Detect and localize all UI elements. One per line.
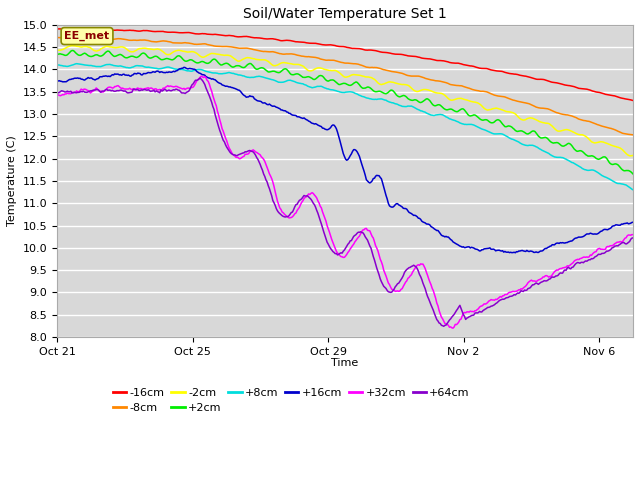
- +32cm: [527, 277, 535, 283]
- Line: +32cm: +32cm: [57, 76, 633, 328]
- +64cm: [332, 251, 339, 256]
- +8cm: [53, 62, 61, 68]
- -2cm: [629, 153, 637, 158]
- +32cm: [618, 239, 625, 245]
- X-axis label: Time: Time: [332, 358, 358, 368]
- +8cm: [328, 87, 335, 93]
- -16cm: [527, 74, 534, 80]
- +2cm: [332, 79, 339, 84]
- +16cm: [397, 204, 405, 209]
- +16cm: [180, 64, 188, 70]
- -2cm: [53, 47, 61, 53]
- +32cm: [366, 228, 374, 234]
- +8cm: [332, 88, 339, 94]
- -2cm: [332, 68, 339, 73]
- +32cm: [629, 232, 637, 238]
- +2cm: [53, 52, 61, 58]
- -8cm: [54, 35, 62, 40]
- +32cm: [332, 246, 339, 252]
- -16cm: [328, 42, 335, 48]
- +16cm: [629, 219, 637, 225]
- +2cm: [527, 130, 534, 135]
- +32cm: [449, 325, 457, 331]
- -16cm: [629, 97, 637, 103]
- +16cm: [527, 248, 535, 254]
- +2cm: [629, 171, 637, 177]
- +64cm: [527, 283, 535, 289]
- +16cm: [328, 123, 335, 129]
- +8cm: [616, 181, 624, 187]
- +64cm: [440, 324, 447, 329]
- +2cm: [328, 77, 335, 83]
- +64cm: [196, 75, 204, 81]
- -16cm: [366, 47, 374, 53]
- Line: -16cm: -16cm: [57, 29, 633, 100]
- -16cm: [397, 51, 405, 57]
- +8cm: [397, 103, 405, 108]
- +64cm: [53, 90, 61, 96]
- +16cm: [332, 124, 339, 130]
- +8cm: [527, 143, 534, 148]
- Text: EE_met: EE_met: [65, 31, 109, 41]
- -2cm: [366, 74, 374, 80]
- +16cm: [511, 250, 519, 256]
- -8cm: [332, 58, 339, 63]
- Line: +2cm: +2cm: [57, 50, 633, 174]
- Line: -2cm: -2cm: [57, 46, 633, 156]
- -8cm: [616, 130, 624, 135]
- +8cm: [366, 96, 374, 102]
- -2cm: [616, 145, 624, 151]
- -8cm: [527, 101, 534, 107]
- +64cm: [618, 240, 625, 246]
- +64cm: [629, 235, 637, 240]
- +64cm: [366, 243, 374, 249]
- -2cm: [328, 68, 335, 73]
- Legend: -16cm, -8cm, -2cm, +2cm, +8cm, +16cm, +32cm, +64cm: -16cm, -8cm, -2cm, +2cm, +8cm, +16cm, +3…: [109, 383, 474, 418]
- -2cm: [397, 82, 405, 87]
- +16cm: [53, 78, 61, 84]
- Line: -8cm: -8cm: [57, 37, 633, 135]
- -8cm: [328, 57, 335, 63]
- -2cm: [627, 153, 635, 159]
- Line: +16cm: +16cm: [57, 67, 633, 253]
- -2cm: [527, 115, 534, 121]
- +64cm: [397, 277, 405, 283]
- Line: +64cm: +64cm: [57, 78, 633, 326]
- +64cm: [328, 247, 335, 253]
- +16cm: [366, 180, 374, 186]
- +2cm: [616, 165, 624, 170]
- +2cm: [397, 94, 405, 99]
- +16cm: [618, 221, 625, 227]
- +32cm: [198, 73, 205, 79]
- +32cm: [328, 237, 335, 242]
- +8cm: [73, 61, 81, 67]
- -8cm: [397, 70, 405, 76]
- -2cm: [68, 43, 76, 48]
- -8cm: [366, 65, 374, 71]
- +32cm: [53, 92, 61, 98]
- -16cm: [616, 95, 624, 101]
- Y-axis label: Temperature (C): Temperature (C): [7, 135, 17, 227]
- +8cm: [629, 187, 637, 193]
- -8cm: [629, 132, 637, 138]
- Line: +8cm: +8cm: [57, 64, 633, 190]
- -16cm: [73, 26, 81, 32]
- -8cm: [53, 35, 61, 40]
- +2cm: [366, 85, 374, 91]
- -16cm: [332, 43, 339, 48]
- +2cm: [68, 48, 76, 53]
- +32cm: [397, 287, 405, 292]
- -16cm: [53, 26, 61, 32]
- Title: Soil/Water Temperature Set 1: Soil/Water Temperature Set 1: [243, 7, 447, 21]
